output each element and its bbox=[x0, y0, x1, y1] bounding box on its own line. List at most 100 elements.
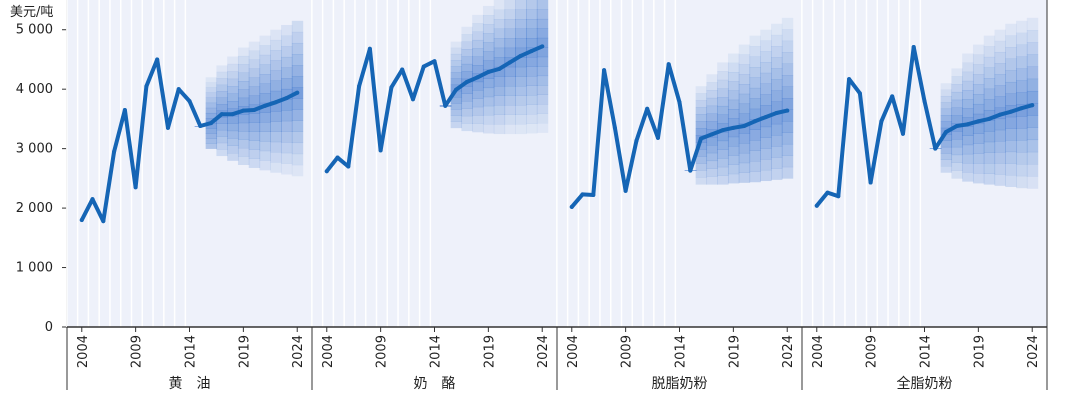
data-point bbox=[410, 97, 415, 102]
year-gridline bbox=[163, 0, 165, 327]
fan-band-cell bbox=[1026, 127, 1039, 141]
fan-band-cell bbox=[493, 57, 506, 68]
fan-band-cell bbox=[472, 115, 484, 124]
fan-band-cell bbox=[727, 81, 740, 91]
fan-band-cell bbox=[482, 69, 495, 79]
fan-band-cell bbox=[749, 77, 761, 89]
x-tick-label: 2004 bbox=[811, 335, 826, 368]
fan-band-cell bbox=[1016, 116, 1028, 129]
fan-band-cell bbox=[781, 109, 794, 122]
fan-band-cell bbox=[994, 96, 1006, 108]
fan-band-cell bbox=[1005, 58, 1017, 71]
fan-band-cell bbox=[515, 57, 527, 68]
fan-band-cell bbox=[515, 114, 527, 125]
fan-band-cell bbox=[504, 19, 516, 29]
fan-band-cell bbox=[717, 175, 729, 185]
data-point bbox=[655, 135, 660, 140]
fan-band-cell bbox=[482, 115, 495, 125]
fan-band-cell bbox=[695, 121, 708, 129]
year-gridline bbox=[354, 0, 356, 327]
data-point bbox=[1030, 103, 1035, 108]
fan-band-cell bbox=[1005, 70, 1017, 83]
fan-band-cell bbox=[972, 113, 985, 125]
fan-band-cell bbox=[281, 120, 293, 132]
fan-band-cell bbox=[504, 66, 516, 77]
fan-band-cell bbox=[760, 72, 772, 84]
fan-band-cell bbox=[962, 126, 974, 136]
year-gridline bbox=[311, 0, 313, 327]
fan-band-cell bbox=[205, 138, 218, 144]
fan-band-cell bbox=[1016, 128, 1028, 141]
fan-band-cell bbox=[450, 97, 463, 104]
year-gridline bbox=[66, 0, 68, 327]
fan-band-cell bbox=[504, 114, 516, 125]
fan-band-cell bbox=[760, 159, 772, 171]
fan-band-cell bbox=[536, 37, 549, 48]
fan-band-cell bbox=[727, 155, 740, 165]
data-point bbox=[324, 169, 329, 174]
fan-band-cell bbox=[1005, 175, 1017, 187]
fan-band-cell bbox=[706, 82, 718, 91]
fan-band-cell bbox=[536, 113, 549, 124]
y-tick-label: 3 000 bbox=[16, 142, 53, 157]
fan-band-cell bbox=[281, 56, 293, 68]
fan-band-cell bbox=[259, 150, 271, 161]
fan-band-cell bbox=[227, 101, 239, 109]
year-gridline bbox=[397, 0, 399, 327]
year-gridline bbox=[653, 0, 655, 327]
fan-band-cell bbox=[760, 29, 772, 41]
fan-band-cell bbox=[1016, 20, 1028, 34]
fan-band-cell bbox=[781, 143, 794, 156]
panel-label: 全脂奶粉 bbox=[897, 375, 953, 392]
fan-band-cell bbox=[472, 23, 484, 32]
year-gridline bbox=[577, 0, 580, 327]
fan-band-cell bbox=[259, 74, 271, 84]
fan-band-cell bbox=[695, 114, 708, 122]
fan-band-cell bbox=[781, 40, 794, 53]
fan-band-cell bbox=[482, 87, 495, 98]
data-point bbox=[295, 90, 300, 95]
fan-band-cell bbox=[951, 146, 963, 156]
fan-band-cell bbox=[526, 76, 538, 86]
fan-band-cell bbox=[515, 19, 527, 29]
data-point bbox=[836, 194, 841, 199]
fan-band-cell bbox=[951, 139, 963, 148]
fan-band-cell bbox=[771, 68, 783, 80]
fan-band-cell bbox=[536, 56, 549, 67]
fan-band-cell bbox=[461, 108, 473, 117]
fan-band-cell bbox=[291, 54, 304, 66]
year-gridline bbox=[119, 0, 122, 327]
fan-band-cell bbox=[695, 156, 708, 164]
fan-band-cell bbox=[983, 67, 996, 79]
fan-band-cell bbox=[706, 137, 718, 146]
fan-band-cell bbox=[237, 89, 250, 99]
fan-band-cell bbox=[951, 76, 963, 85]
y-tick-label: 0 bbox=[45, 320, 53, 335]
fan-band-cell bbox=[227, 93, 239, 102]
fan-band-cell bbox=[717, 158, 729, 168]
data-point bbox=[133, 185, 138, 190]
fan-band-cell bbox=[1026, 164, 1039, 177]
fan-band-cell bbox=[237, 72, 250, 82]
fan-band-cell bbox=[972, 173, 985, 184]
fan-band-cell bbox=[461, 115, 473, 124]
year-gridline bbox=[887, 0, 889, 327]
data-point bbox=[346, 164, 351, 169]
year-gridline bbox=[854, 0, 857, 327]
year-gridline bbox=[822, 0, 825, 327]
year-gridline bbox=[588, 0, 590, 327]
fan-band-cell bbox=[227, 153, 239, 161]
fan-band-cell bbox=[972, 94, 985, 105]
x-axis: 2004 2009 2014 2019 2024 黄 油 2004 2009 2014 2019 2… bbox=[66, 0, 1048, 392]
fan-band-cell bbox=[727, 164, 740, 175]
fan-band-cell bbox=[472, 98, 484, 108]
fan-band-cell bbox=[504, 85, 516, 96]
fan-band-cell bbox=[227, 71, 239, 80]
data-point bbox=[987, 116, 992, 121]
data-point bbox=[666, 62, 671, 67]
fan-band-cell bbox=[706, 97, 718, 107]
fan-band-cell bbox=[237, 147, 250, 157]
fan-band-cell bbox=[216, 117, 228, 124]
fan-band-cell bbox=[291, 42, 304, 55]
panels bbox=[66, 0, 1047, 327]
